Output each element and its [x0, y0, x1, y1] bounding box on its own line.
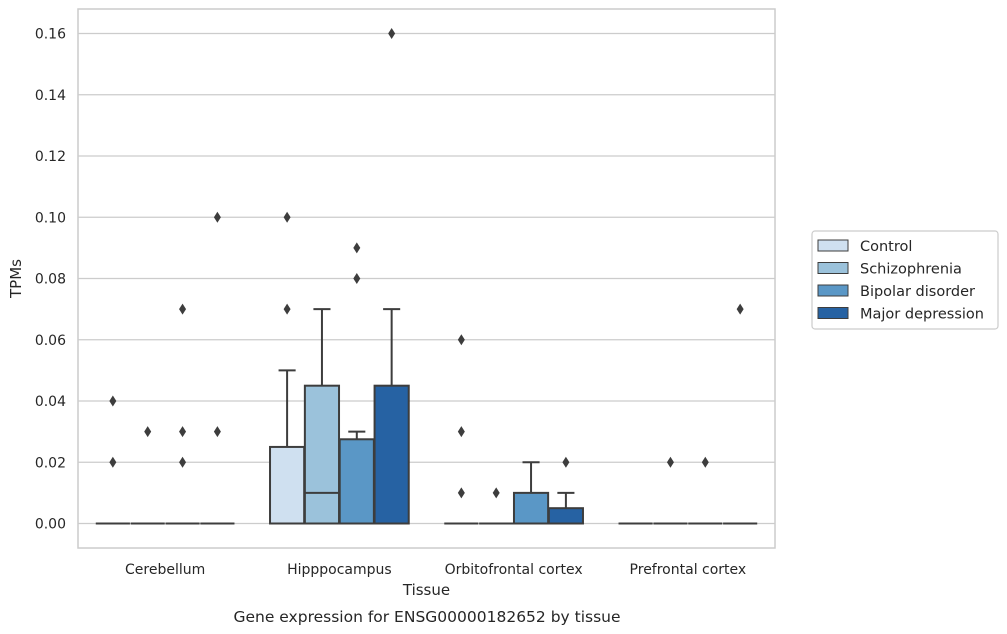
legend-label: Schizophrenia — [860, 262, 962, 278]
box-2-2 — [512, 461, 550, 525]
y-tick-label: 0.14 — [35, 88, 66, 104]
box-3-0 — [200, 211, 235, 525]
box-2-0 — [165, 303, 200, 525]
outlier-point — [666, 456, 674, 468]
y-tick-label: 0.06 — [35, 333, 66, 349]
y-axis-label: TPMs — [7, 259, 25, 299]
outlier-point — [353, 242, 361, 254]
legend: Control Schizophrenia Bipolar disorder Majo… — [811, 230, 999, 330]
box-body — [547, 507, 584, 525]
outlier-point — [457, 426, 465, 438]
box-0-2 — [444, 334, 479, 525]
box-body — [269, 445, 306, 525]
outlier-point — [353, 273, 361, 284]
outlier-point — [457, 334, 465, 346]
x-tick-label: Cerebellum — [125, 562, 205, 578]
y-tick-label: 0.04 — [35, 394, 66, 410]
y-tick-label: 0.12 — [35, 149, 66, 165]
box-3-2 — [547, 456, 584, 525]
box-1-0 — [130, 426, 165, 525]
outlier-point — [388, 28, 396, 39]
outlier-point — [562, 456, 570, 468]
legend-swatch — [817, 239, 849, 252]
y-tick-label: 0.16 — [35, 27, 66, 43]
box-body — [512, 491, 550, 525]
box-3-3 — [723, 303, 758, 525]
x-axis-label: Tissue — [402, 581, 450, 599]
legend-frame — [811, 230, 999, 330]
outlier-point — [179, 456, 187, 468]
x-tick-label: Prefrontal cortex — [630, 562, 747, 578]
outlier-point — [213, 426, 221, 438]
x-tick-label: Hipppocampus — [287, 562, 392, 578]
x-tick-label: Orbitofrontal cortex — [445, 562, 583, 578]
y-tick-label: 0.02 — [35, 455, 66, 471]
chart-caption: Gene expression for ENSG00000182652 by t… — [233, 608, 620, 626]
outlier-point — [283, 303, 291, 315]
y-tick-label: 0.08 — [35, 272, 66, 288]
x-axis-ticks: Cerebellum Hipppocampus Orbitofrontal cort… — [125, 562, 746, 578]
box-body — [338, 438, 375, 525]
outlier-point — [144, 426, 152, 438]
box-body — [303, 384, 341, 525]
legend-swatch — [817, 262, 849, 274]
outlier-point — [213, 211, 221, 223]
outlier-point — [492, 487, 500, 499]
outlier-point — [179, 426, 187, 438]
outlier-point — [457, 487, 465, 499]
box-plot-series — [95, 28, 758, 525]
box-0-0 — [95, 395, 130, 525]
y-tick-label: 0.10 — [35, 210, 66, 226]
outlier-point — [283, 211, 291, 223]
outlier-point — [736, 303, 744, 315]
legend-label: Bipolar disorder — [860, 284, 975, 300]
legend-swatch — [817, 307, 849, 319]
legend-swatch — [817, 284, 849, 297]
y-axis-ticks: 0.00 0.02 0.04 0.06 0.08 0.10 0.12 0.14 0.16 — [35, 27, 66, 533]
box-1-2 — [479, 487, 514, 525]
legend-label: Control — [860, 239, 912, 255]
outlier-point — [109, 395, 117, 407]
box-0-1 — [269, 211, 306, 525]
box-1-3 — [653, 456, 688, 525]
y-tick-label: 0.00 — [35, 517, 66, 533]
legend-label: Major depression — [860, 307, 984, 323]
plot-area-frame — [77, 8, 776, 549]
outlier-point — [109, 456, 117, 468]
box-2-3 — [688, 456, 723, 525]
outlier-point — [701, 456, 709, 468]
box-2-1 — [338, 242, 375, 525]
box-1-1 — [303, 308, 341, 525]
grid-lines — [78, 32, 775, 525]
box-body — [373, 384, 410, 525]
outlier-point — [179, 303, 187, 315]
box-3-1 — [373, 28, 410, 525]
